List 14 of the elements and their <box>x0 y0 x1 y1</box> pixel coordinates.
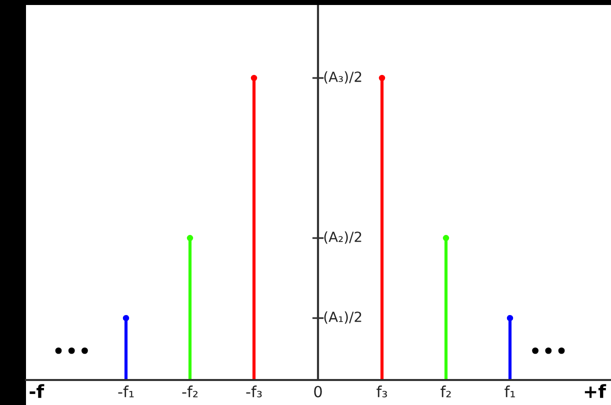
x-tick-label: -f₁ <box>118 386 134 398</box>
annotation: ••• <box>532 347 565 354</box>
annotation: (A₁)/2 <box>324 311 362 324</box>
x-tick-label: f₃ <box>376 386 387 398</box>
x-tick-label: f₁ <box>504 386 515 398</box>
x-tick-label: -f₃ <box>246 386 262 398</box>
text: ••• <box>55 347 88 354</box>
text: +f <box>584 384 606 398</box>
x-tick-label: 0 <box>314 386 322 398</box>
text: -f <box>30 384 44 398</box>
x-tick-label: -f₂ <box>182 386 198 398</box>
x-tick-label: f₂ <box>440 386 451 398</box>
annotation: (A₂)/2 <box>324 231 362 244</box>
annotation: (A₃)/2 <box>324 71 362 84</box>
